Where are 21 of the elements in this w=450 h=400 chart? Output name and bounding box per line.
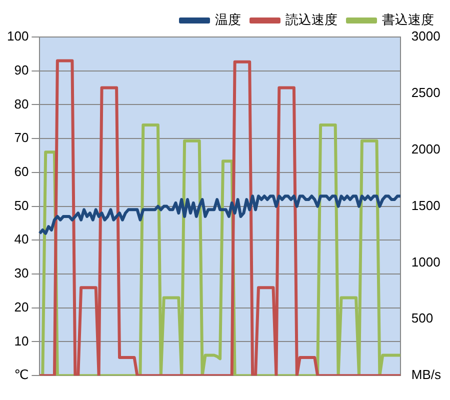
y2-tick-label: 3000 <box>411 28 440 44</box>
y-tick-label: 20 <box>14 299 29 314</box>
legend-label: 書込速度 <box>382 12 434 28</box>
y-tick-label: 80 <box>14 96 29 112</box>
y2-tick-label: 1500 <box>411 198 440 213</box>
y2-tick-label: 1000 <box>411 254 440 270</box>
y-tick-label: 40 <box>14 232 29 247</box>
y2-tick-label: 500 <box>411 310 434 326</box>
y-tick-label: 10 <box>14 333 29 348</box>
legend-label: 温度 <box>215 12 241 28</box>
y2-tick-label: 2000 <box>411 141 440 156</box>
y-tick-label: 60 <box>14 164 29 180</box>
y2-tick-label: MB/s <box>411 367 442 382</box>
y-tick-label: ℃ <box>14 367 29 382</box>
y-tick-label: 90 <box>14 62 29 78</box>
legend-label: 読込速度 <box>286 12 338 28</box>
y-tick-label: 70 <box>14 130 29 146</box>
y-tick-label: 50 <box>14 198 29 213</box>
y2-tick-label: 2500 <box>411 85 440 100</box>
y-tick-label: 30 <box>14 266 29 281</box>
y-tick-label: 100 <box>6 28 29 44</box>
